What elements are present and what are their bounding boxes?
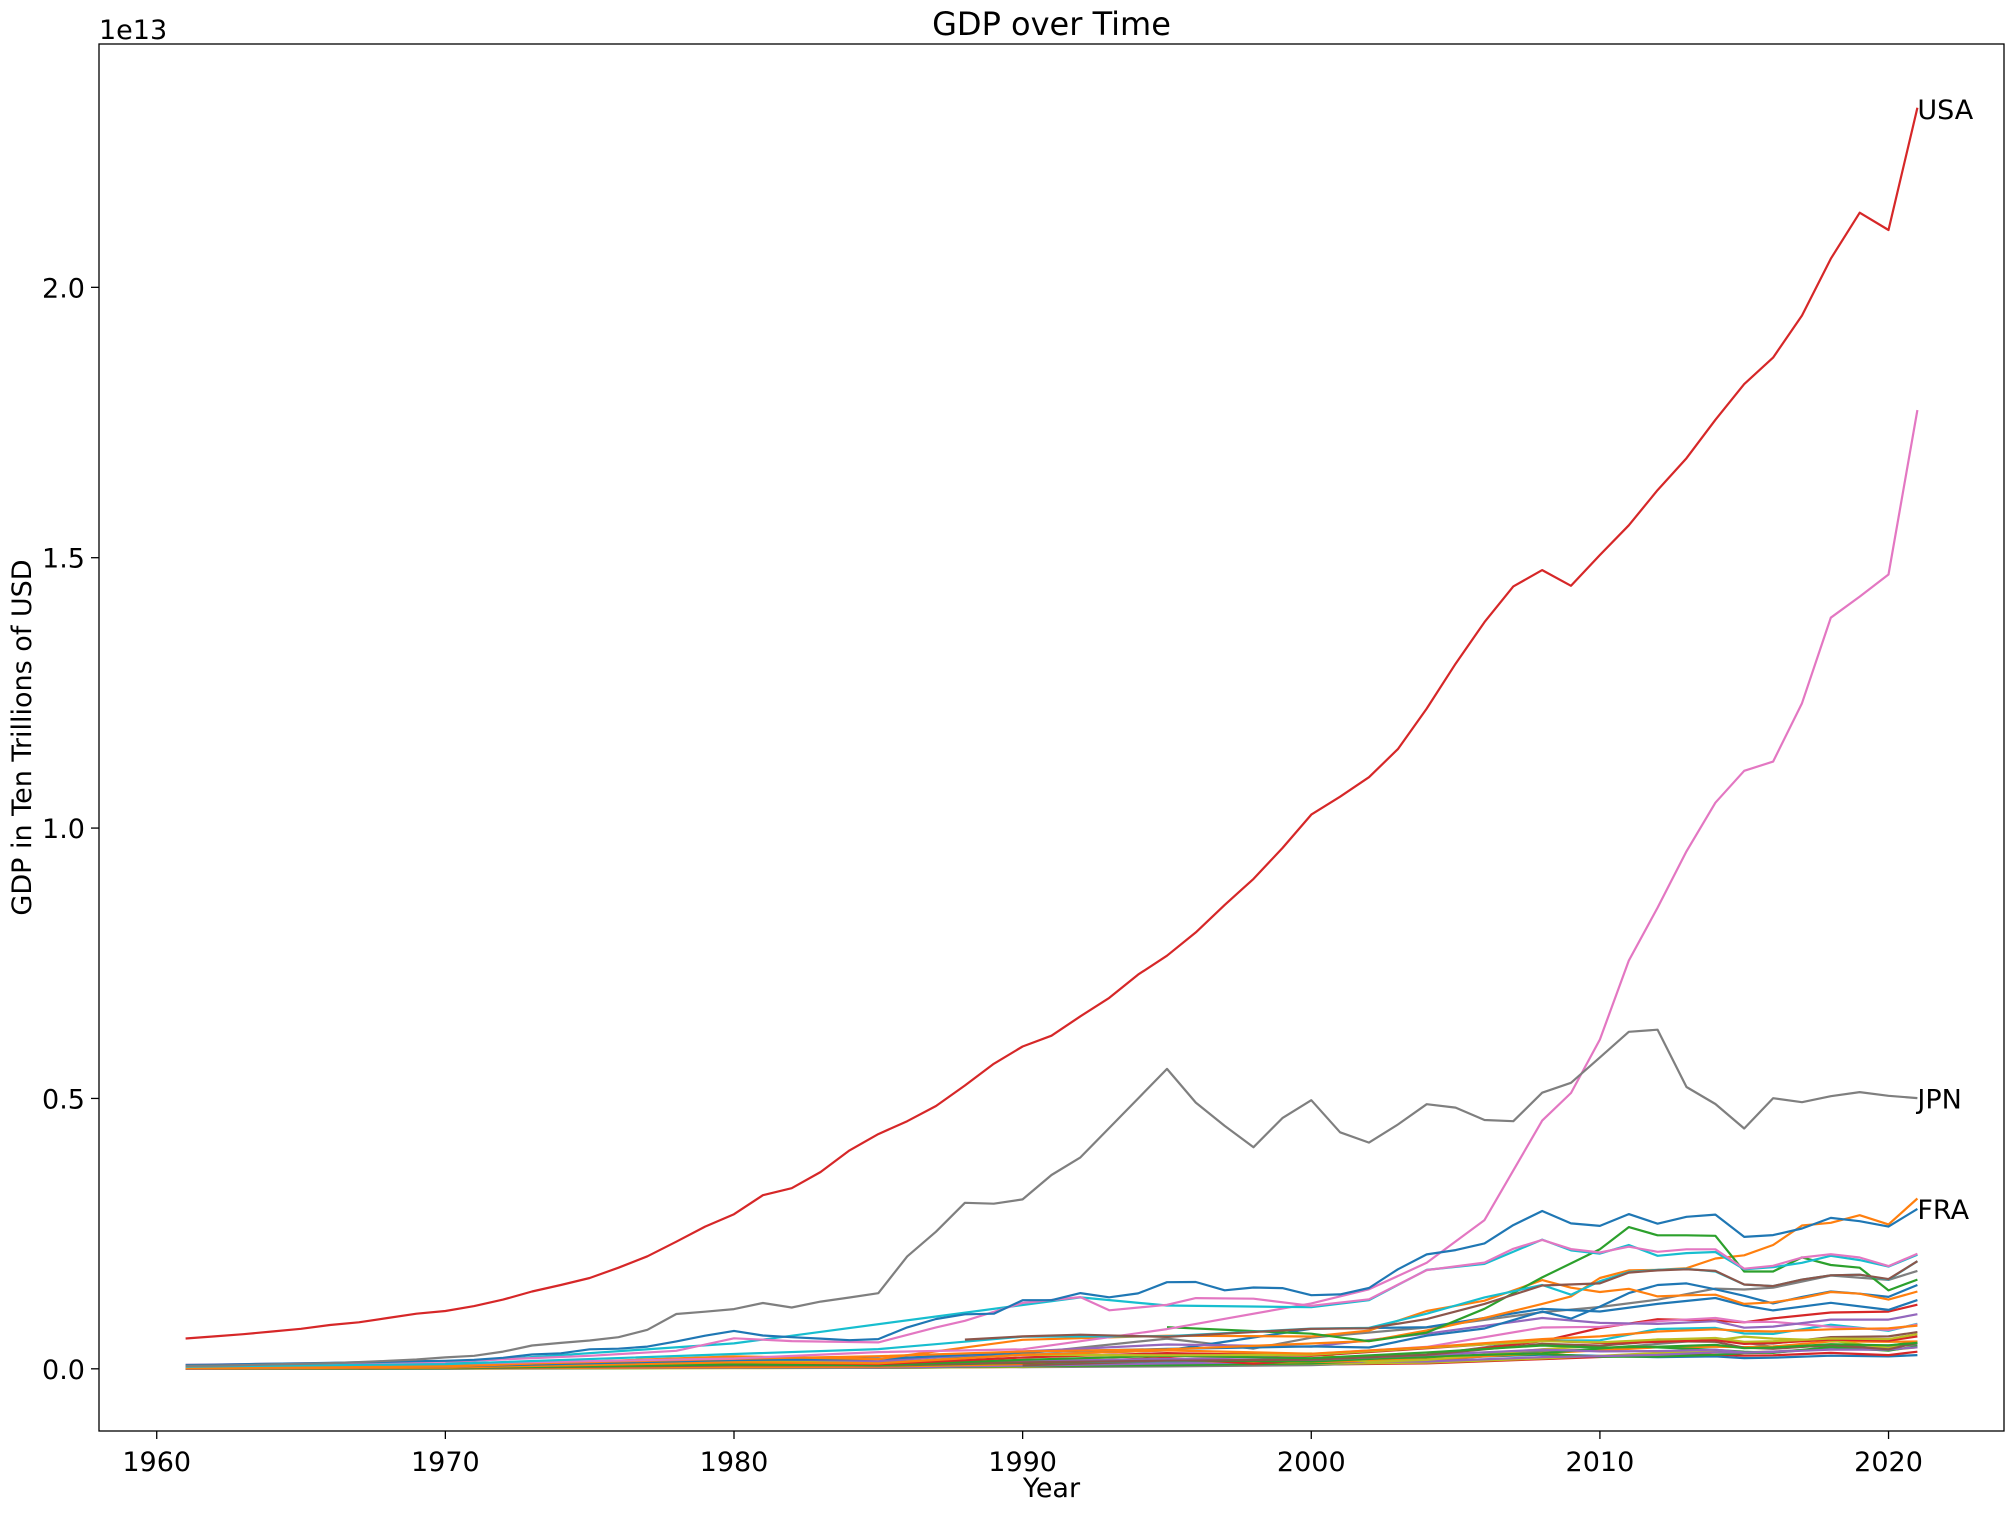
x-tick-label: 1990 [988, 1447, 1057, 1478]
y-axis-label: GDP in Ten Trillions of USD [7, 559, 38, 915]
y-axis-ticks: 0.0 0.5 1.0 1.5 2.0 [42, 273, 99, 1386]
series-line-aut [185, 1341, 1918, 1370]
x-tick-label: 2000 [1277, 1447, 1346, 1478]
x-axis-label: Year [1022, 1473, 1081, 1504]
y-tick-label: 1.5 [42, 544, 85, 575]
series-line-bra [1166, 1225, 1918, 1343]
y-tick-label: 2.0 [42, 273, 85, 304]
series-line-fra [185, 1207, 1918, 1367]
series-line-tha [185, 1340, 1918, 1370]
series-line-chn [185, 409, 1919, 1368]
annotation-jpn: JPN [1915, 1084, 1961, 1115]
x-tick-label: 2010 [1566, 1447, 1635, 1478]
annotation-usa: USA [1917, 95, 1973, 126]
x-tick-label: 1980 [700, 1447, 769, 1478]
series-line-ita [445, 1238, 1918, 1364]
plot-frame [98, 43, 2005, 1432]
x-tick-label: 1960 [122, 1447, 191, 1478]
series-layer [185, 107, 1919, 1370]
x-axis-ticks: 1960 1970 1980 1990 2000 2010 2020 [122, 1431, 1923, 1478]
x-tick-label: 1970 [411, 1447, 480, 1478]
series-line-esp [185, 1278, 1918, 1370]
annotation-fra: FRA [1917, 1195, 1969, 1226]
series-line-deu [964, 1260, 1918, 1341]
y-axis-offset-label: 1e13 [99, 15, 167, 46]
x-tick-label: 2020 [1854, 1447, 1923, 1478]
y-tick-label: 0.5 [42, 1084, 85, 1115]
series-line-che [185, 1324, 1918, 1370]
series-line-gbr [185, 1238, 1918, 1366]
y-tick-label: 1.0 [42, 814, 85, 845]
series-line-usa [185, 107, 1919, 1340]
annotation-layer: USA JPN FRA [1915, 95, 1973, 1226]
plot-area [99, 44, 2004, 1431]
chart-title: GDP over Time [932, 5, 1171, 43]
series-line-jpn [185, 1028, 1918, 1367]
y-tick-label: 0.0 [42, 1355, 85, 1386]
